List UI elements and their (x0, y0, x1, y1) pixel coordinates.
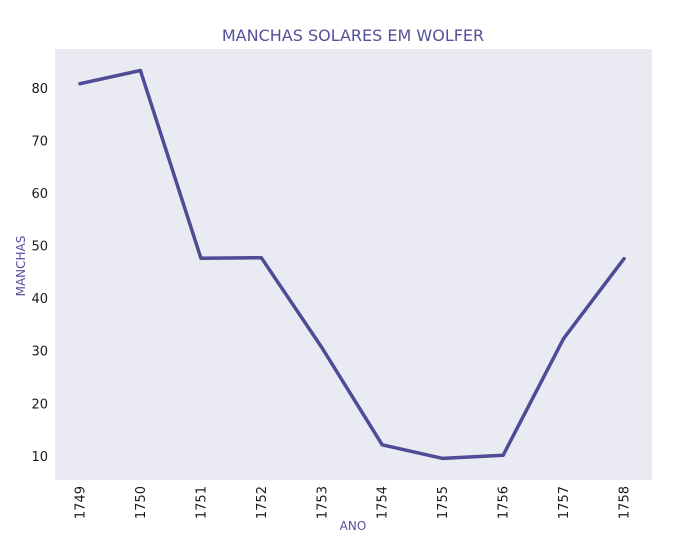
y-tick-label: 10 (31, 450, 48, 465)
x-axis-ticks: 1749 1750 1751 1752 1753 1754 1755 1756 1757 1758 (74, 486, 633, 519)
x-tick-label: 1754 (376, 486, 391, 519)
y-tick-label: 30 (31, 345, 48, 360)
plot-area (55, 49, 652, 480)
x-tick-label: 1758 (618, 486, 633, 519)
data-point (622, 257, 626, 261)
data-point (78, 82, 82, 86)
x-tick-label: 1757 (557, 486, 572, 519)
x-tick-label: 1751 (194, 486, 209, 519)
x-tick-label: 1753 (315, 486, 330, 519)
y-tick-label: 40 (31, 292, 48, 307)
y-tick-label: 60 (31, 187, 48, 202)
x-axis-label: ANO (340, 519, 367, 533)
data-point (138, 68, 143, 73)
x-tick-label: 1750 (134, 486, 149, 519)
y-tick-label: 70 (31, 134, 48, 149)
data-point (501, 453, 505, 457)
y-axis-label: MANCHAS (14, 236, 28, 297)
series-line (78, 68, 626, 461)
data-point (441, 456, 445, 461)
chart-title: MANCHAS SOLARES EM WOLFER (222, 26, 484, 45)
data-point (199, 256, 203, 260)
y-tick-label: 80 (31, 82, 48, 97)
x-tick-label: 1749 (74, 486, 89, 519)
data-point (259, 256, 263, 260)
y-axis-ticks: 10 20 30 40 50 60 70 80 (31, 82, 48, 465)
x-tick-label: 1752 (255, 486, 270, 519)
series-layer (78, 68, 626, 461)
data-point (380, 443, 384, 447)
data-point (561, 337, 566, 341)
data-point (320, 345, 324, 350)
y-tick-label: 20 (31, 397, 48, 412)
x-tick-label: 1755 (436, 486, 451, 519)
x-tick-label: 1756 (497, 486, 512, 519)
y-tick-label: 50 (31, 240, 48, 255)
